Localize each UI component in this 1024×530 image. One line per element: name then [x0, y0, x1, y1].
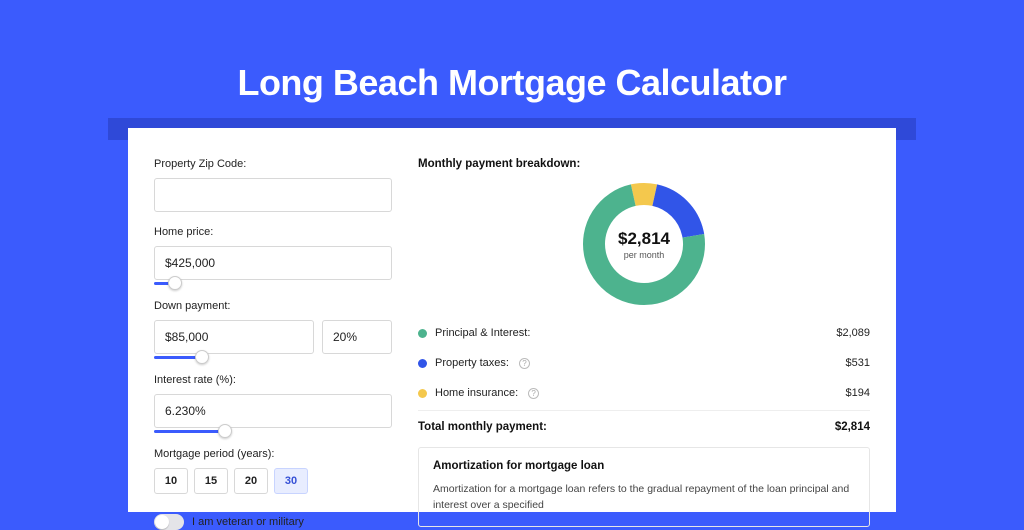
interest-slider[interactable]	[154, 430, 392, 434]
period-option-30[interactable]: 30	[274, 468, 308, 494]
down-payment-slider[interactable]	[154, 356, 392, 360]
zip-label: Property Zip Code:	[154, 158, 392, 170]
zip-input[interactable]	[154, 178, 392, 212]
donut-amount: $2,814	[618, 229, 670, 249]
legend-label: Home insurance:	[435, 387, 518, 399]
home-price-label: Home price:	[154, 226, 392, 238]
down-payment-label: Down payment:	[154, 300, 392, 312]
legend-dot	[418, 359, 427, 368]
donut-chart: $2,814 per month	[580, 180, 708, 308]
legend-value: $2,089	[836, 327, 870, 339]
period-options: 10152030	[154, 468, 392, 494]
slider-thumb[interactable]	[168, 276, 182, 290]
donut-wrap: $2,814 per month	[418, 180, 870, 308]
slider-fill	[154, 430, 225, 433]
legend-label: Principal & Interest:	[435, 327, 530, 339]
slider-thumb[interactable]	[195, 350, 209, 364]
info-icon[interactable]: ?	[528, 388, 539, 399]
amortization-box: Amortization for mortgage loan Amortizat…	[418, 447, 870, 527]
total-value: $2,814	[835, 421, 870, 433]
toggle-knob	[155, 515, 169, 529]
legend: Principal & Interest: $2,089 Property taxe…	[418, 318, 870, 408]
veteran-row: I am veteran or military	[154, 514, 392, 530]
donut-sub: per month	[624, 250, 665, 260]
period-label: Mortgage period (years):	[154, 448, 392, 460]
breakdown-title: Monthly payment breakdown:	[418, 158, 870, 170]
interest-label: Interest rate (%):	[154, 374, 392, 386]
total-label: Total monthly payment:	[418, 421, 547, 433]
info-icon[interactable]: ?	[519, 358, 530, 369]
veteran-toggle[interactable]	[154, 514, 184, 530]
donut-center: $2,814 per month	[580, 180, 708, 308]
home-price-input[interactable]	[154, 246, 392, 280]
down-payment-pct-input[interactable]	[322, 320, 392, 354]
legend-label: Property taxes:	[435, 357, 509, 369]
interest-input[interactable]	[154, 394, 392, 428]
legend-row: Home insurance:? $194	[418, 378, 870, 408]
page-title: Long Beach Mortgage Calculator	[0, 0, 1024, 104]
legend-value: $194	[846, 387, 870, 399]
legend-dot	[418, 389, 427, 398]
legend-value: $531	[846, 357, 870, 369]
slider-thumb[interactable]	[218, 424, 232, 438]
period-option-10[interactable]: 10	[154, 468, 188, 494]
breakdown-column: Monthly payment breakdown: $2,814 per mo…	[418, 152, 870, 512]
amortization-text: Amortization for a mortgage loan refers …	[433, 482, 855, 514]
period-option-15[interactable]: 15	[194, 468, 228, 494]
down-payment-row	[154, 320, 392, 354]
legend-row: Property taxes:? $531	[418, 348, 870, 378]
calculator-card: Property Zip Code: Home price: Down paym…	[128, 128, 896, 512]
veteran-label: I am veteran or military	[192, 516, 304, 528]
legend-row: Principal & Interest: $2,089	[418, 318, 870, 348]
page-root: Long Beach Mortgage Calculator Property …	[0, 0, 1024, 512]
total-row: Total monthly payment: $2,814	[418, 410, 870, 445]
down-payment-input[interactable]	[154, 320, 314, 354]
home-price-slider[interactable]	[154, 282, 392, 286]
form-column: Property Zip Code: Home price: Down paym…	[154, 152, 392, 512]
legend-dot	[418, 329, 427, 338]
period-option-20[interactable]: 20	[234, 468, 268, 494]
amortization-title: Amortization for mortgage loan	[433, 460, 855, 472]
